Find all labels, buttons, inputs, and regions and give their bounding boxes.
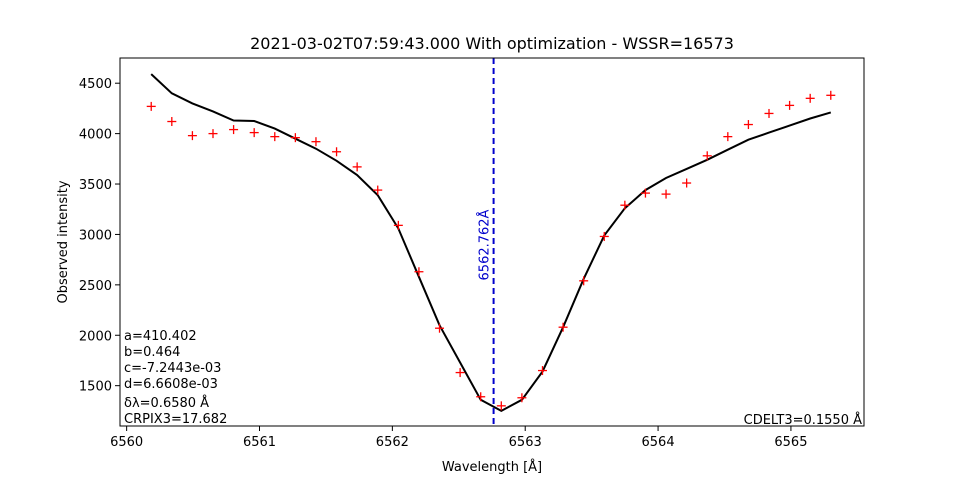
observed-point: [599, 231, 609, 241]
observed-point: [579, 276, 589, 286]
model-fit-line: [150, 73, 832, 413]
observed-point: [311, 137, 321, 147]
x-tick-label: 6561: [243, 435, 276, 450]
observed-point: [682, 178, 692, 188]
y-tick-label: 2500: [79, 279, 112, 294]
y-tick-label: 2000: [79, 329, 112, 344]
y-tick-label: 1500: [79, 380, 112, 395]
fit-parameter: b=0.464: [124, 345, 180, 360]
y-tick-label: 4000: [79, 128, 112, 143]
observed-point: [229, 125, 239, 135]
observed-point: [270, 132, 280, 142]
observed-point: [620, 200, 630, 210]
observed-point: [146, 101, 156, 111]
x-tick-label: 6563: [509, 435, 542, 450]
x-tick-label: 6562: [376, 435, 409, 450]
observed-point: [332, 147, 342, 157]
y-axis-label: Observed intensity: [56, 180, 71, 303]
y-tick-label: 4500: [79, 77, 112, 92]
observed-point: [167, 117, 177, 127]
plot-frame: [119, 57, 865, 427]
observed-point: [702, 151, 712, 161]
x-tick-label: 6560: [110, 435, 143, 450]
observed-point: [785, 100, 795, 110]
y-tick-label: 3000: [79, 228, 112, 243]
observed-point: [537, 366, 547, 376]
observed-point: [661, 189, 671, 199]
observed-point: [476, 392, 486, 402]
fit-parameters: a=410.402b=0.464c=-7.2443e-03d=6.6608e-0…: [124, 329, 227, 427]
observed-point: [517, 393, 527, 403]
observed-point: [435, 323, 445, 333]
observed-point: [826, 90, 836, 100]
observed-point: [414, 267, 424, 277]
observed-point: [290, 133, 300, 143]
observed-point: [496, 401, 506, 411]
cdelt3-note: CDELT3=0.1550 Å: [744, 412, 862, 428]
observed-point: [373, 185, 383, 195]
observed-point: [208, 129, 218, 139]
fit-parameter: a=410.402: [124, 329, 197, 344]
plot-area: 6562.762Å: [146, 58, 836, 426]
line-center-label: 6562.762Å: [477, 209, 493, 280]
observed-point: [640, 188, 650, 198]
x-axis-label: Wavelength [Å]: [442, 459, 542, 475]
fit-parameter: d=6.6608e-03: [124, 377, 218, 392]
observed-point: [723, 132, 733, 142]
fit-parameter: c=-7.2443e-03: [124, 361, 221, 376]
observed-point: [743, 120, 753, 130]
observed-point: [187, 131, 197, 141]
observed-point: [249, 128, 259, 138]
observed-point: [352, 162, 362, 172]
observed-point: [393, 220, 403, 230]
observed-point: [558, 322, 568, 332]
fit-parameter: CRPIX3=17.682: [124, 412, 227, 427]
observed-point: [805, 93, 815, 103]
observed-point: [764, 108, 774, 118]
observed-point: [455, 368, 465, 378]
x-tick-label: 6565: [774, 435, 807, 450]
axes: 6560 6561 6562 6563 6564 6565 1500 2000 2500 3000…: [79, 77, 808, 450]
fit-parameter: δλ=0.6580 Å: [124, 395, 209, 411]
y-tick-label: 3500: [79, 178, 112, 193]
x-tick-label: 6564: [642, 435, 675, 450]
chart-title: 2021-03-02T07:59:43.000 With optimizatio…: [250, 34, 734, 53]
